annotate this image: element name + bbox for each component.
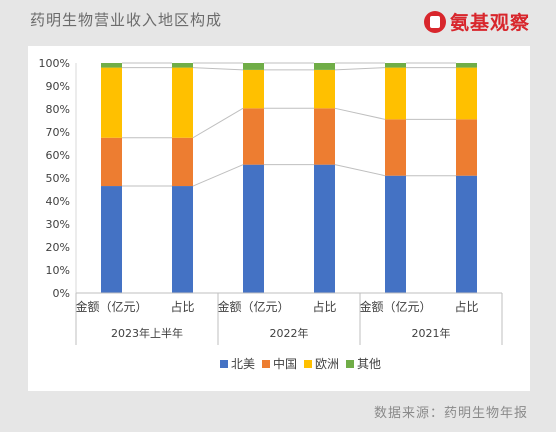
bar-segment-2 (243, 69, 264, 109)
bar-segment-3 (243, 63, 264, 70)
bar-segment-0 (314, 164, 335, 293)
y-tick-label: 80% (46, 103, 70, 116)
y-tick-label: 20% (46, 241, 70, 254)
legend-label: 中国 (273, 356, 297, 371)
bar-segment-0 (101, 186, 122, 293)
bar-segment-1 (456, 119, 477, 176)
bar-segment-2 (101, 67, 122, 138)
series-connector-line (334, 107, 386, 120)
legend-swatch (346, 360, 354, 368)
x-tick-label: 占比 (170, 299, 194, 314)
logo-text: 氨基观察 (449, 12, 530, 34)
bar-segment-0 (456, 175, 477, 293)
series-connector-line (192, 67, 244, 71)
y-tick-label: 100% (39, 57, 70, 70)
chart-title: 药明生物营业收入地区构成 (30, 11, 223, 29)
series-connector-line (334, 164, 386, 177)
legend-label: 北美 (231, 357, 255, 371)
legend-swatch (262, 360, 270, 368)
x-tick-label: 占比 (454, 299, 478, 314)
bar-segment-3 (101, 63, 122, 68)
y-tick-label: 50% (46, 172, 70, 185)
bar-segment-1 (101, 137, 122, 187)
x-group-label: 2023年上半年 (111, 326, 183, 340)
y-tick-label: 0% (53, 287, 70, 300)
bar-segment-2 (385, 67, 406, 120)
legend-label: 欧洲 (315, 357, 339, 371)
y-tick-label: 70% (46, 126, 70, 139)
bar-segment-1 (314, 108, 335, 165)
legend-swatch (220, 360, 228, 368)
y-tick-label: 60% (46, 149, 70, 162)
y-tick-label: 10% (46, 264, 70, 277)
bar-segment-0 (172, 186, 193, 293)
data-source: 数据来源：药明生物年报 (373, 406, 528, 421)
bar-segment-3 (456, 63, 477, 68)
bar-segment-0 (385, 175, 406, 293)
bar-segment-1 (385, 119, 406, 176)
bar-segment-3 (314, 63, 335, 70)
bar-segment-2 (456, 67, 477, 120)
x-group-label: 2021年 (412, 326, 451, 340)
x-group-label: 2022年 (270, 326, 309, 340)
bar-segment-2 (314, 69, 335, 109)
logo: 氨基观察 (423, 8, 530, 35)
bar-segment-3 (385, 63, 406, 68)
chart-panel: 0% 10% 20% 30% 40% 50% 60% 70% 80% 90% 100% 金额（亿元） 占… (28, 46, 530, 391)
series-connector-line (192, 164, 244, 187)
x-tick-label: 金额（亿元） (217, 299, 289, 314)
bar-segment-1 (243, 108, 264, 165)
x-tick-label: 金额（亿元） (75, 299, 147, 314)
legend-swatch (304, 360, 312, 368)
logo-mark-icon (423, 10, 446, 33)
bar-segment-2 (172, 67, 193, 138)
y-tick-label: 30% (46, 218, 70, 231)
bar-segment-1 (172, 137, 193, 187)
series-connector-line (334, 67, 386, 71)
bar-segment-0 (243, 164, 264, 293)
x-tick-label: 金额（亿元） (359, 299, 431, 314)
legend-label: 其他 (357, 357, 381, 371)
y-tick-label: 90% (46, 80, 70, 93)
x-tick-label: 占比 (312, 299, 336, 314)
series-connector-line (192, 107, 244, 139)
stacked-bar-chart: 0% 10% 20% 30% 40% 50% 60% 70% 80% 90% 100% 金额（亿元） 占… (39, 57, 503, 371)
y-tick-label: 40% (46, 195, 70, 208)
bar-segment-3 (172, 63, 193, 68)
